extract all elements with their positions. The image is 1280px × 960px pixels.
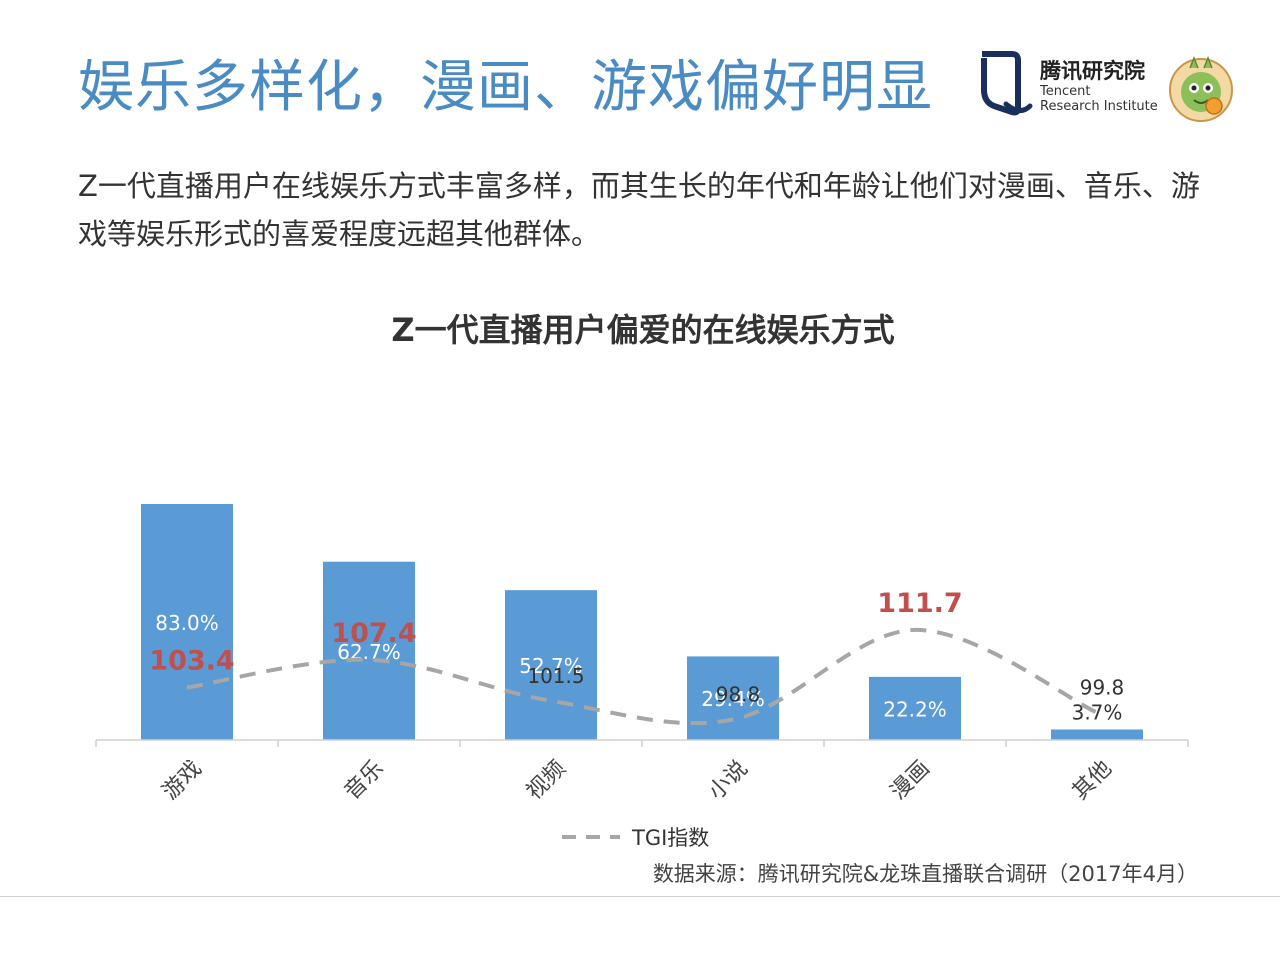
- bar-3: [505, 590, 597, 740]
- bar-value-label-4: 29.4%: [701, 687, 765, 711]
- category-label-5: 漫画: [886, 756, 935, 805]
- bar-value-label-3: 52.7%: [519, 654, 583, 678]
- tencent-research-logo: 腾讯研究院 Tencent Research Institute: [976, 50, 1238, 142]
- category-label-3: 视频: [522, 756, 571, 805]
- logo-name-en-line1: Tencent: [1040, 84, 1091, 99]
- logo-name-cn: 腾讯研究院: [1040, 59, 1145, 83]
- bar-2: [323, 561, 415, 740]
- bars-layer: 83.0%62.7%52.7%29.4% 22.2% 3.7%: [141, 504, 1143, 740]
- tgi-value-label-3: 101.5: [527, 664, 584, 688]
- tgi-value-label-4: 98.8: [716, 683, 761, 707]
- bar-5: [869, 676, 961, 740]
- tgi-line-layer: 103.4 107.4 101.5 98.8 111.7 99.8: [149, 588, 1125, 726]
- bar-value-label-6: 3.7%: [1072, 700, 1123, 724]
- intro-paragraph: Z一代直播用户在线娱乐方式丰富多样，而其生长的年代和年龄让他们对漫画、音乐、游戏…: [78, 169, 1200, 251]
- dragon-mascot-icon: [1169, 55, 1233, 122]
- category-label-6: 其他: [1068, 756, 1117, 805]
- tgi-value-label-6: 99.8: [1080, 676, 1125, 700]
- tencent-logo-icon: [981, 51, 1033, 116]
- bar-value-label-1: 83.0%: [155, 611, 219, 635]
- logo-name-en-line2: Research Institute: [1040, 99, 1158, 114]
- tgi-value-label-1: 103.4: [149, 646, 234, 677]
- bar-value-label-5: 22.2%: [883, 697, 947, 721]
- logo-text: 腾讯研究院 Tencent Research Institute: [1040, 58, 1158, 114]
- bar-4: [687, 656, 779, 740]
- tgi-line: [186, 627, 1098, 726]
- entertainment-preference-chart: Z一代直播用户偏爱的在线娱乐方式 83.0%62.7%52.7%29.4% 22.…: [95, 311, 1189, 850]
- chart-legend: TGI指数: [562, 826, 709, 850]
- tgi-value-label-2: 107.4: [331, 618, 416, 649]
- category-label-1: 游戏: [158, 756, 207, 805]
- legend-tgi-label: TGI指数: [631, 826, 709, 850]
- category-label-2: 音乐: [340, 756, 389, 805]
- x-axis: 游戏 音乐 视频 小说 漫画 其他: [95, 739, 1189, 805]
- category-label-4: 小说: [704, 756, 753, 805]
- bar-1: [141, 504, 233, 740]
- bar-6: [1051, 729, 1143, 740]
- footer-divider: [0, 896, 1280, 897]
- chart-title: Z一代直播用户偏爱的在线娱乐方式: [391, 311, 894, 349]
- slide-title: 娱乐多样化，漫画、游戏偏好明显: [78, 55, 933, 120]
- tgi-value-label-5: 111.7: [877, 588, 962, 619]
- data-source-note: 数据来源：腾讯研究院&龙珠直播联合调研（2017年4月）: [652, 862, 1198, 886]
